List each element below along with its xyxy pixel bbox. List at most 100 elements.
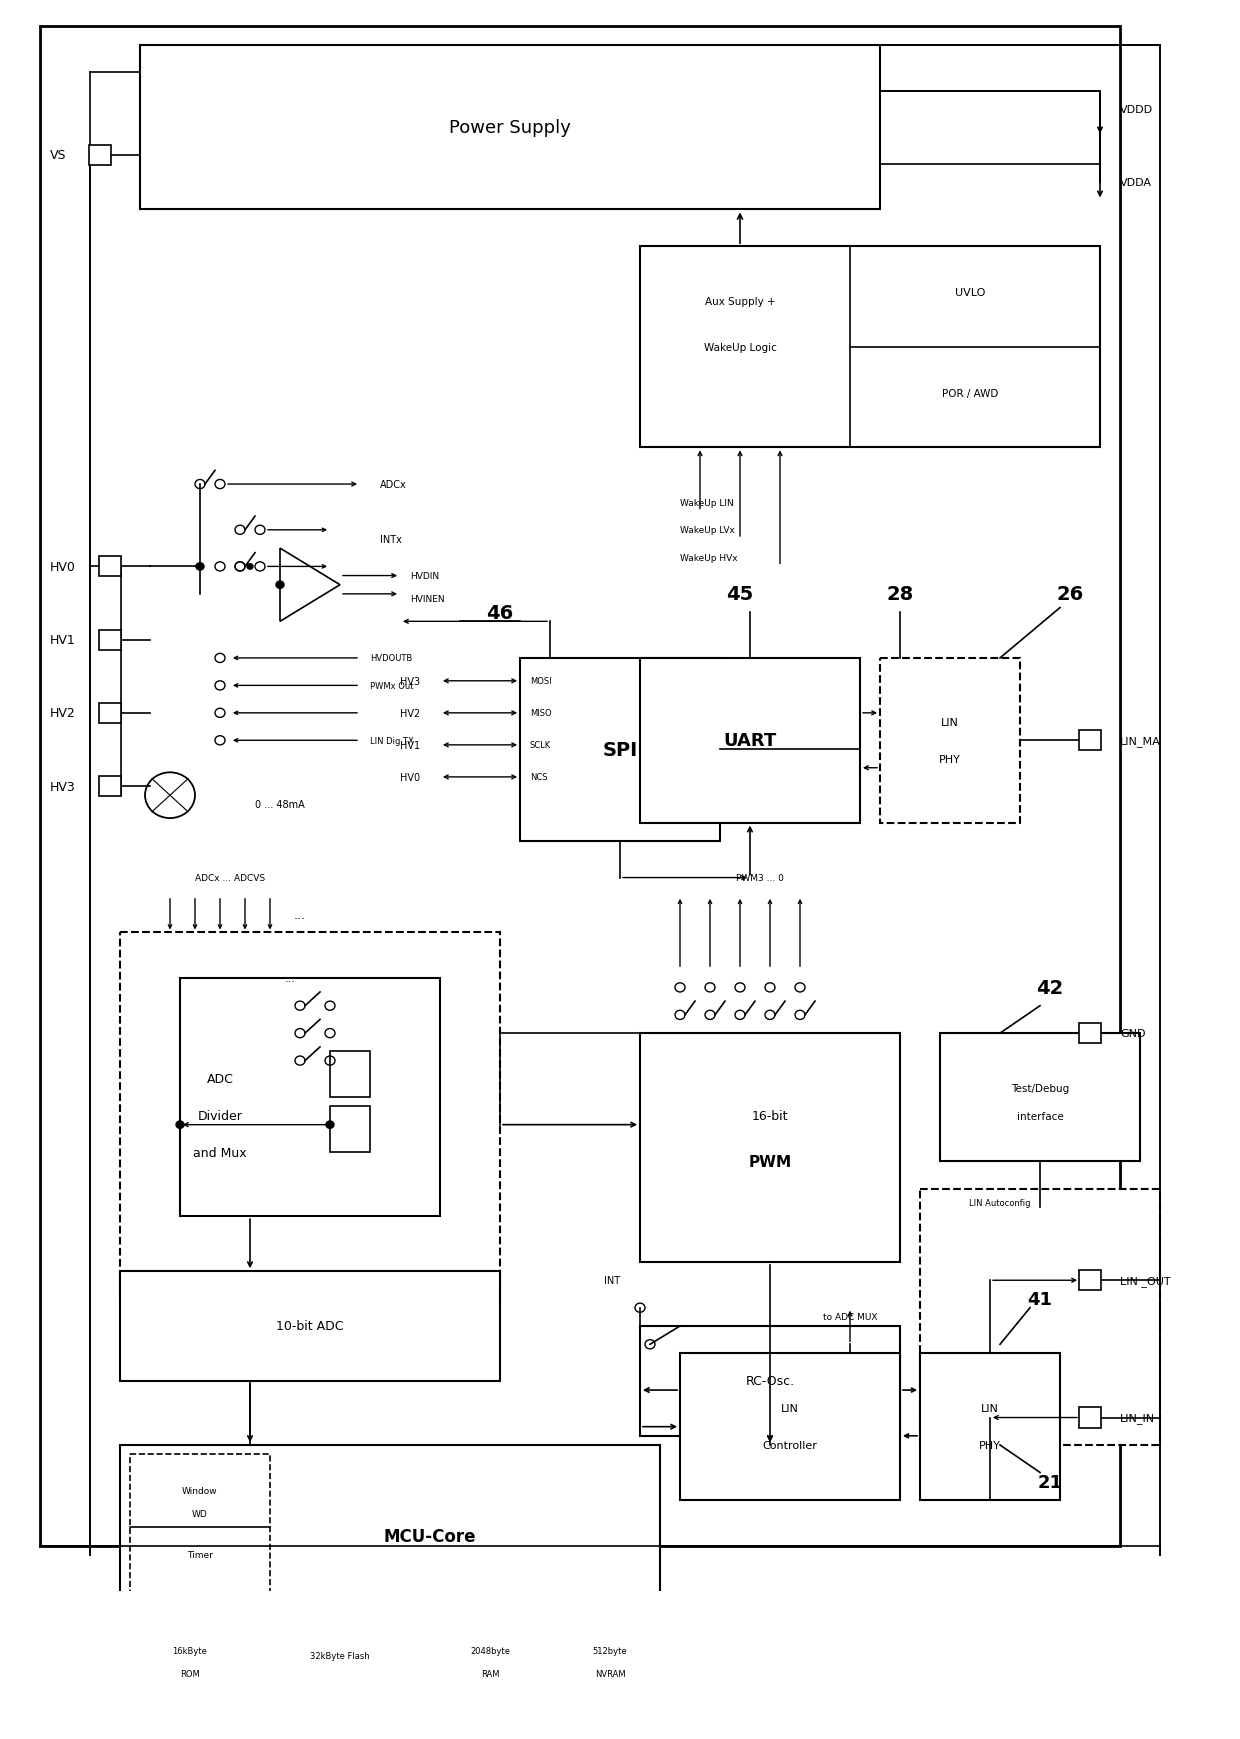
Bar xyxy=(640,1033,900,1263)
Text: 41: 41 xyxy=(1028,1290,1053,1308)
Bar xyxy=(1079,1271,1101,1290)
Bar xyxy=(680,1353,900,1501)
Circle shape xyxy=(277,583,284,590)
Text: 0 ... 48mA: 0 ... 48mA xyxy=(255,800,305,810)
Bar xyxy=(920,1353,1060,1501)
Text: PHY: PHY xyxy=(980,1440,1001,1450)
Bar xyxy=(1079,730,1101,751)
Text: 45: 45 xyxy=(727,584,754,603)
Text: LIN_MA: LIN_MA xyxy=(1120,736,1161,746)
Text: LIN: LIN xyxy=(981,1403,999,1414)
Text: SPI: SPI xyxy=(603,741,637,760)
Text: GND: GND xyxy=(1120,1028,1146,1038)
Bar xyxy=(430,1619,551,1701)
Text: LIN: LIN xyxy=(941,718,959,727)
Text: WakeUp HVx: WakeUp HVx xyxy=(680,553,738,562)
Text: POR / AWD: POR / AWD xyxy=(942,388,998,398)
Text: 512byte: 512byte xyxy=(593,1647,627,1656)
Bar xyxy=(330,1052,370,1097)
Text: VDDA: VDDA xyxy=(1120,177,1152,188)
Bar xyxy=(99,630,122,650)
Text: VS: VS xyxy=(50,150,67,162)
Text: HV3: HV3 xyxy=(50,781,76,793)
Bar xyxy=(640,659,861,823)
Text: Controller: Controller xyxy=(763,1440,817,1450)
Bar xyxy=(880,659,1021,823)
Text: WakeUp LVx: WakeUp LVx xyxy=(680,525,735,536)
Bar xyxy=(1079,1024,1101,1043)
Text: 28: 28 xyxy=(887,584,914,603)
Text: Power Supply: Power Supply xyxy=(449,118,570,137)
Text: LIN: LIN xyxy=(781,1403,799,1414)
Text: 16-bit: 16-bit xyxy=(751,1109,789,1122)
Circle shape xyxy=(247,565,253,570)
Bar xyxy=(99,703,122,723)
Bar xyxy=(640,1327,900,1436)
Text: RC-Osc.: RC-Osc. xyxy=(745,1374,795,1388)
Text: WakeUp LIN: WakeUp LIN xyxy=(680,499,734,508)
Bar xyxy=(120,1445,660,1720)
Text: 2048byte: 2048byte xyxy=(470,1647,510,1656)
Text: PHY: PHY xyxy=(939,755,961,763)
Text: Divider: Divider xyxy=(197,1109,243,1122)
Bar xyxy=(180,979,440,1217)
Bar xyxy=(120,932,500,1299)
Text: 10-bit ADC: 10-bit ADC xyxy=(277,1320,343,1332)
Text: 26: 26 xyxy=(1056,584,1084,603)
Text: LIN _OUT: LIN _OUT xyxy=(1120,1275,1171,1285)
Circle shape xyxy=(196,563,205,570)
Bar xyxy=(89,146,112,165)
Text: MOSI: MOSI xyxy=(529,676,552,685)
Bar xyxy=(640,247,1100,449)
Text: Window: Window xyxy=(182,1487,218,1496)
Text: ADC: ADC xyxy=(207,1073,233,1085)
Bar xyxy=(330,1106,370,1153)
Bar xyxy=(140,45,880,210)
Text: ...: ... xyxy=(294,908,306,922)
Text: NCS: NCS xyxy=(529,772,548,783)
Text: UART: UART xyxy=(723,732,776,750)
Text: INTx: INTx xyxy=(379,534,402,544)
Bar xyxy=(260,1619,420,1701)
Text: 32kByte Flash: 32kByte Flash xyxy=(310,1650,370,1661)
Bar xyxy=(99,556,122,577)
Text: Timer: Timer xyxy=(187,1551,213,1560)
Text: LIN Autoconfig: LIN Autoconfig xyxy=(970,1198,1030,1207)
Circle shape xyxy=(176,1122,184,1129)
Text: LIN Dig TX: LIN Dig TX xyxy=(370,736,414,746)
Text: Test/Debug: Test/Debug xyxy=(1011,1083,1069,1094)
Bar xyxy=(130,1454,270,1619)
Text: VDDD: VDDD xyxy=(1120,104,1153,115)
Text: to ADC MUX: to ADC MUX xyxy=(823,1313,877,1322)
Text: HV2: HV2 xyxy=(50,708,76,720)
Text: RAM: RAM xyxy=(481,1669,500,1678)
Text: HV1: HV1 xyxy=(401,741,420,751)
Text: 42: 42 xyxy=(1037,979,1064,996)
Text: PWMx Out: PWMx Out xyxy=(370,682,413,690)
Text: MISO: MISO xyxy=(529,710,552,718)
Text: Aux Supply +: Aux Supply + xyxy=(704,297,775,306)
Text: NVRAM: NVRAM xyxy=(595,1669,625,1678)
Text: ROM: ROM xyxy=(180,1669,200,1678)
Text: HV3: HV3 xyxy=(401,676,420,687)
Text: ADCx ... ADCVS: ADCx ... ADCVS xyxy=(195,873,265,883)
Text: PWM: PWM xyxy=(749,1155,791,1169)
Text: 21: 21 xyxy=(1038,1473,1063,1490)
Text: HV0: HV0 xyxy=(401,772,420,783)
Text: 46: 46 xyxy=(486,603,513,623)
Bar xyxy=(99,777,122,796)
Bar xyxy=(1079,1407,1101,1428)
Text: HV2: HV2 xyxy=(399,708,420,718)
Text: UVLO: UVLO xyxy=(955,287,986,297)
Text: INT: INT xyxy=(604,1275,620,1285)
Text: PWM3 ... 0: PWM3 ... 0 xyxy=(737,873,784,883)
Text: ADCx: ADCx xyxy=(379,480,407,490)
Bar xyxy=(520,659,720,842)
Bar xyxy=(130,1619,250,1701)
Text: HV1: HV1 xyxy=(50,633,76,647)
Text: HV0: HV0 xyxy=(50,560,76,574)
Text: LIN_IN: LIN_IN xyxy=(1120,1412,1156,1423)
Text: HVDIN: HVDIN xyxy=(410,572,439,581)
Text: SCLK: SCLK xyxy=(529,741,552,750)
Text: interface: interface xyxy=(1017,1111,1064,1122)
